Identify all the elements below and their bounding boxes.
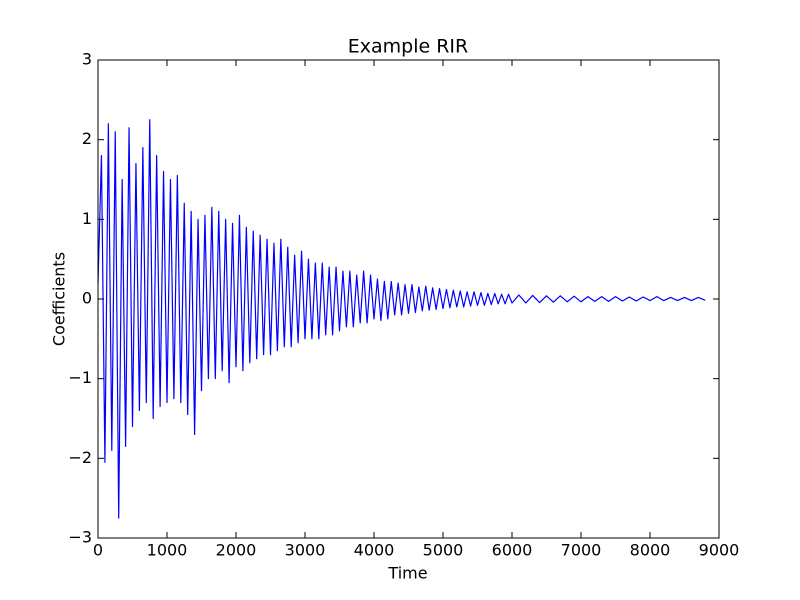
- x-tick-label: 1000: [147, 541, 188, 560]
- x-tick-label: 2000: [216, 541, 257, 560]
- chart-title: Example RIR: [348, 36, 468, 58]
- y-axis-label: Coefficients: [50, 252, 69, 346]
- x-tick-label: 3000: [285, 541, 326, 560]
- x-tick-label: 6000: [492, 541, 533, 560]
- x-tick-label: 5000: [423, 541, 464, 560]
- line-series: [97, 119, 706, 519]
- x-tick-label: 8000: [630, 541, 671, 560]
- x-axis-label: Time: [387, 564, 427, 583]
- y-tick-label: 2: [82, 129, 92, 148]
- y-tick-label: −3: [68, 528, 92, 547]
- y-tick-label: 0: [82, 289, 92, 308]
- x-tick-label: 0: [93, 541, 103, 560]
- y-tick-label: 3: [82, 50, 92, 69]
- y-tick-label: 1: [82, 209, 92, 228]
- y-tick-label: −2: [68, 448, 92, 467]
- x-tick-label: 7000: [561, 541, 602, 560]
- x-tick-label: 4000: [354, 541, 395, 560]
- y-tick-label: −1: [68, 368, 92, 387]
- x-tick-label: 9000: [699, 541, 740, 560]
